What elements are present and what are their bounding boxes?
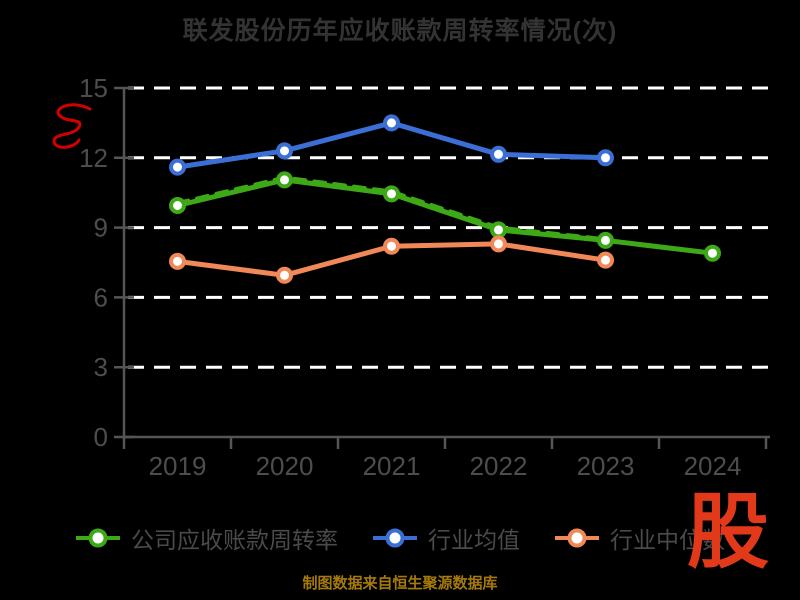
x-tick-label: 2022 xyxy=(470,451,528,481)
stock-character-watermark: 股 xyxy=(687,487,769,578)
x-tick-label: 2019 xyxy=(149,451,207,481)
line-circle-marker-icon xyxy=(373,528,417,548)
x-tick-label: 2024 xyxy=(684,451,742,481)
data-point-0-2024 xyxy=(704,244,721,262)
data-point-3-2020 xyxy=(276,266,293,284)
y-tick-label: 15 xyxy=(79,73,108,103)
data-point-0-2021 xyxy=(383,185,400,203)
y-tick-label: 0 xyxy=(94,422,108,452)
data-point-3-2023 xyxy=(597,251,614,269)
y-tick-label: 3 xyxy=(94,352,108,382)
chart-title: 联发股份历年应收账款周转率情况(次) xyxy=(182,17,618,45)
data-point-0-2019 xyxy=(169,196,186,214)
chart-legend: 公司应收账款周转率 行业均值 行业中位数 xyxy=(0,521,800,555)
y-tick-label: 6 xyxy=(94,282,108,312)
data-point-2-2021 xyxy=(383,114,400,132)
data-source-note: 制图数据来自恒生聚源数据库 xyxy=(302,575,498,592)
line-circle-marker-icon xyxy=(555,528,599,548)
series-line-1 xyxy=(175,175,608,242)
x-tick-label: 2023 xyxy=(577,451,635,481)
x-tick-label: 2020 xyxy=(256,451,314,481)
data-point-2-2023 xyxy=(597,149,614,167)
data-point-2-2022 xyxy=(490,145,507,163)
legend-label-industry-median: 行业中位数 xyxy=(610,527,725,553)
data-point-3-2022 xyxy=(490,235,507,253)
y-tick-label: 12 xyxy=(79,143,108,173)
legend-item-company: 公司应收账款周转率 xyxy=(75,521,338,555)
data-point-2-2020 xyxy=(276,142,293,160)
line-circle-marker-icon xyxy=(76,528,120,548)
y-tick-label: 9 xyxy=(94,213,108,243)
legend-label-industry-mean: 行业均值 xyxy=(428,527,520,553)
data-point-0-2020 xyxy=(276,171,293,189)
chart-canvas: 0 3 6 9 12 15 2019 2020 2021 2022 2023 2024 xyxy=(79,73,770,481)
data-point-2-2019 xyxy=(169,158,186,176)
x-tick-label: 2021 xyxy=(363,451,421,481)
data-point-0-2022 xyxy=(490,221,507,239)
data-point-0-2023 xyxy=(597,231,614,249)
legend-item-industry-median: 行业中位数 xyxy=(554,521,725,555)
red-scribble-icon xyxy=(52,103,92,149)
data-point-3-2021 xyxy=(383,237,400,255)
data-point-3-2019 xyxy=(169,252,186,270)
legend-label-company: 公司应收账款周转率 xyxy=(131,527,338,553)
series-line-0 xyxy=(175,177,715,256)
legend-item-industry-mean: 行业均值 xyxy=(372,521,520,555)
